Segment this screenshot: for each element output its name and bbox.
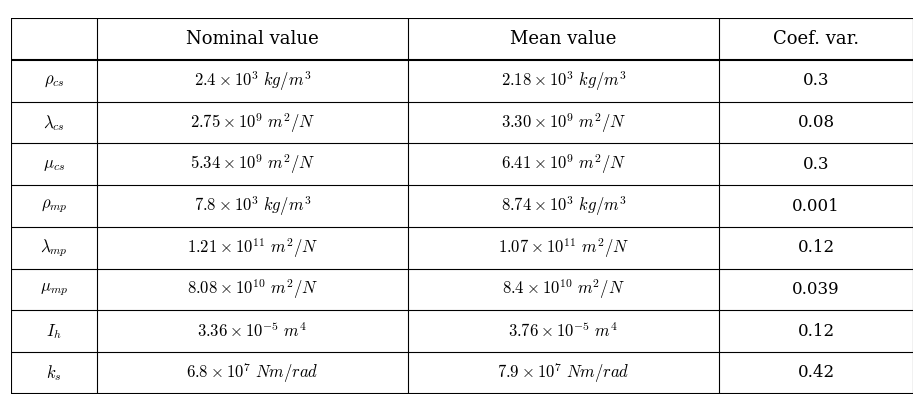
- Text: 0.039: 0.039: [792, 281, 840, 298]
- Text: $3.30 \times 10^{9}\ m^{2}/N$: $3.30 \times 10^{9}\ m^{2}/N$: [501, 111, 626, 135]
- Text: $\lambda_{cs}$: $\lambda_{cs}$: [43, 113, 65, 133]
- Text: $7.8 \times 10^{3}\ kg/m^{3}$: $7.8 \times 10^{3}\ kg/m^{3}$: [194, 194, 311, 218]
- Text: $I_{h}$: $I_{h}$: [46, 322, 62, 341]
- Text: Mean value: Mean value: [510, 30, 616, 48]
- Text: $2.75 \times 10^{9}\ m^{2}/N$: $2.75 \times 10^{9}\ m^{2}/N$: [189, 111, 315, 135]
- Text: $\rho_{cs}$: $\rho_{cs}$: [43, 73, 64, 89]
- Text: $5.34 \times 10^{9}\ m^{2}/N$: $5.34 \times 10^{9}\ m^{2}/N$: [189, 153, 315, 176]
- Text: $1.07 \times 10^{11}\ m^{2}/N$: $1.07 \times 10^{11}\ m^{2}/N$: [498, 236, 629, 259]
- Text: $\lambda_{mp}$: $\lambda_{mp}$: [40, 237, 67, 259]
- Text: $8.74 \times 10^{3}\ kg/m^{3}$: $8.74 \times 10^{3}\ kg/m^{3}$: [501, 194, 626, 218]
- Text: 0.3: 0.3: [803, 156, 829, 173]
- Text: $k_{s}$: $k_{s}$: [46, 363, 62, 383]
- Text: 0.08: 0.08: [797, 114, 834, 131]
- Text: $2.4 \times 10^{3}\ kg/m^{3}$: $2.4 \times 10^{3}\ kg/m^{3}$: [194, 69, 311, 93]
- Text: $7.9 \times 10^{7}\ Nm/rad$: $7.9 \times 10^{7}\ Nm/rad$: [497, 361, 630, 385]
- Text: 0.12: 0.12: [797, 323, 834, 339]
- Text: $\mu_{mp}$: $\mu_{mp}$: [40, 281, 68, 298]
- Text: $3.76 \times 10^{-5}\ m^{4}$: $3.76 \times 10^{-5}\ m^{4}$: [508, 322, 618, 341]
- Text: $8.08 \times 10^{10}\ m^{2}/N$: $8.08 \times 10^{10}\ m^{2}/N$: [187, 277, 318, 302]
- Text: $\mu_{cs}$: $\mu_{cs}$: [43, 156, 65, 173]
- Text: 0.3: 0.3: [803, 73, 829, 89]
- Text: $3.36 \times 10^{-5}\ m^{4}$: $3.36 \times 10^{-5}\ m^{4}$: [198, 322, 308, 341]
- Text: $6.41 \times 10^{9}\ m^{2}/N$: $6.41 \times 10^{9}\ m^{2}/N$: [501, 153, 626, 176]
- Text: 0.12: 0.12: [797, 239, 834, 256]
- Text: $8.4 \times 10^{10}\ m^{2}/N$: $8.4 \times 10^{10}\ m^{2}/N$: [502, 277, 625, 302]
- Text: Coef. var.: Coef. var.: [772, 30, 859, 48]
- Text: $2.18 \times 10^{3}\ kg/m^{3}$: $2.18 \times 10^{3}\ kg/m^{3}$: [501, 69, 626, 93]
- Text: Nominal value: Nominal value: [186, 30, 319, 48]
- Text: $1.21 \times 10^{11}\ m^{2}/N$: $1.21 \times 10^{11}\ m^{2}/N$: [187, 236, 318, 259]
- Text: 0.42: 0.42: [797, 364, 834, 381]
- Text: 0.001: 0.001: [792, 197, 840, 215]
- Text: $\rho_{mp}$: $\rho_{mp}$: [41, 197, 67, 215]
- Text: $6.8 \times 10^{7}\ Nm/rad$: $6.8 \times 10^{7}\ Nm/rad$: [186, 361, 319, 385]
